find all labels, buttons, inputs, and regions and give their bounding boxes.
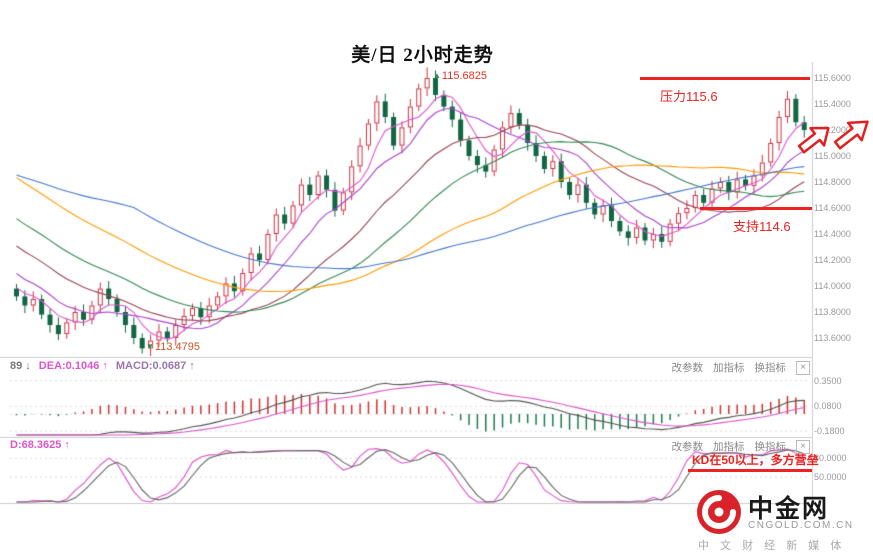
support-line: [700, 206, 812, 210]
axis-tick-label: 50.0000: [814, 472, 847, 483]
axis-tick-label: 114.6000: [814, 203, 851, 213]
kd-edit-params-link[interactable]: 改参数: [671, 441, 704, 453]
resistance-label: 压力115.6: [660, 89, 718, 104]
high-marker-icon: ▲: [433, 71, 441, 81]
macd-close-button[interactable]: ×: [796, 360, 810, 375]
low-price-label: ▼113.4795: [146, 341, 200, 353]
indicator-reading: 89 ↓: [10, 360, 31, 372]
macd-edit-params-link[interactable]: 改参数: [671, 362, 704, 374]
axis-tick-label: 0.0800: [814, 401, 842, 412]
macd-switch-indicator-link[interactable]: 换指标: [754, 362, 787, 374]
support-label: 支持114.6: [733, 219, 791, 234]
macd-add-indicator-link[interactable]: 加指标: [713, 362, 745, 374]
low-price-value: 113.4795: [154, 340, 200, 353]
axis-tick-label: 114.4000: [814, 229, 851, 239]
high-price-value: 115.6825: [441, 70, 487, 83]
axis-tick-label: 0.3500: [814, 375, 842, 386]
kd-indicator-values: D:68.3625 ↑: [10, 439, 78, 451]
kd-annotation-underline: [688, 469, 812, 472]
up-trend-arrows-icon: [797, 120, 869, 154]
axis-tick-label: 80.0000: [814, 453, 847, 464]
chart-title: 美/日 2小时走势: [351, 45, 494, 66]
kd-switch-indicator-link[interactable]: 换指标: [754, 441, 787, 453]
kd-add-indicator-link[interactable]: 加指标: [713, 441, 745, 453]
axis-tick-label: 114.0000: [814, 281, 851, 291]
cngold-watermark: 中金网 CNGOLD.COM.CN 中 文 财 经 新 媒 体: [696, 489, 872, 555]
indicator-reading: MACD:0.0687 ↑: [115, 360, 195, 372]
brand-domain: CNGOLD.COM.CN: [748, 520, 854, 531]
axis-tick-label: 113.8000: [814, 307, 851, 317]
indicator-reading: D:68.3625 ↑: [10, 439, 70, 451]
axis-tick-label: 115.6000: [814, 73, 851, 83]
macd-panel-controls: 改参数 加指标 换指标 ×: [671, 360, 810, 375]
axis-tick-label: 113.6000: [814, 333, 851, 343]
axis-tick-label: -0.1800: [814, 426, 845, 437]
indicator-reading: DEA:0.1046 ↑: [38, 360, 108, 372]
axis-tick-label: 114.8000: [814, 177, 851, 187]
resistance-line: [640, 76, 810, 80]
axis-tick-label: 115.0000: [814, 151, 851, 161]
axis-tick-label: 114.2000: [814, 255, 851, 265]
kd-panel-controls: 改参数 加指标 换指标 ×: [671, 439, 810, 454]
axis-tick-label: 115.4000: [814, 99, 851, 109]
macd-indicator-values: 89 ↓ DEA:0.1046 ↑ MACD:0.0687 ↑: [10, 360, 203, 372]
brand-tagline: 中 文 财 经 新 媒 体: [698, 540, 846, 552]
axis-tick-label: 115.2000: [814, 125, 851, 135]
high-price-label: ▲115.6825: [433, 70, 487, 82]
cngold-logo-icon: [697, 490, 741, 534]
brand-name: 中金网: [748, 495, 830, 523]
low-marker-icon: ▼: [146, 341, 154, 351]
kd-close-button[interactable]: ×: [796, 439, 810, 454]
kd-annotation: KD在50以上，多方营垒: [692, 453, 819, 467]
